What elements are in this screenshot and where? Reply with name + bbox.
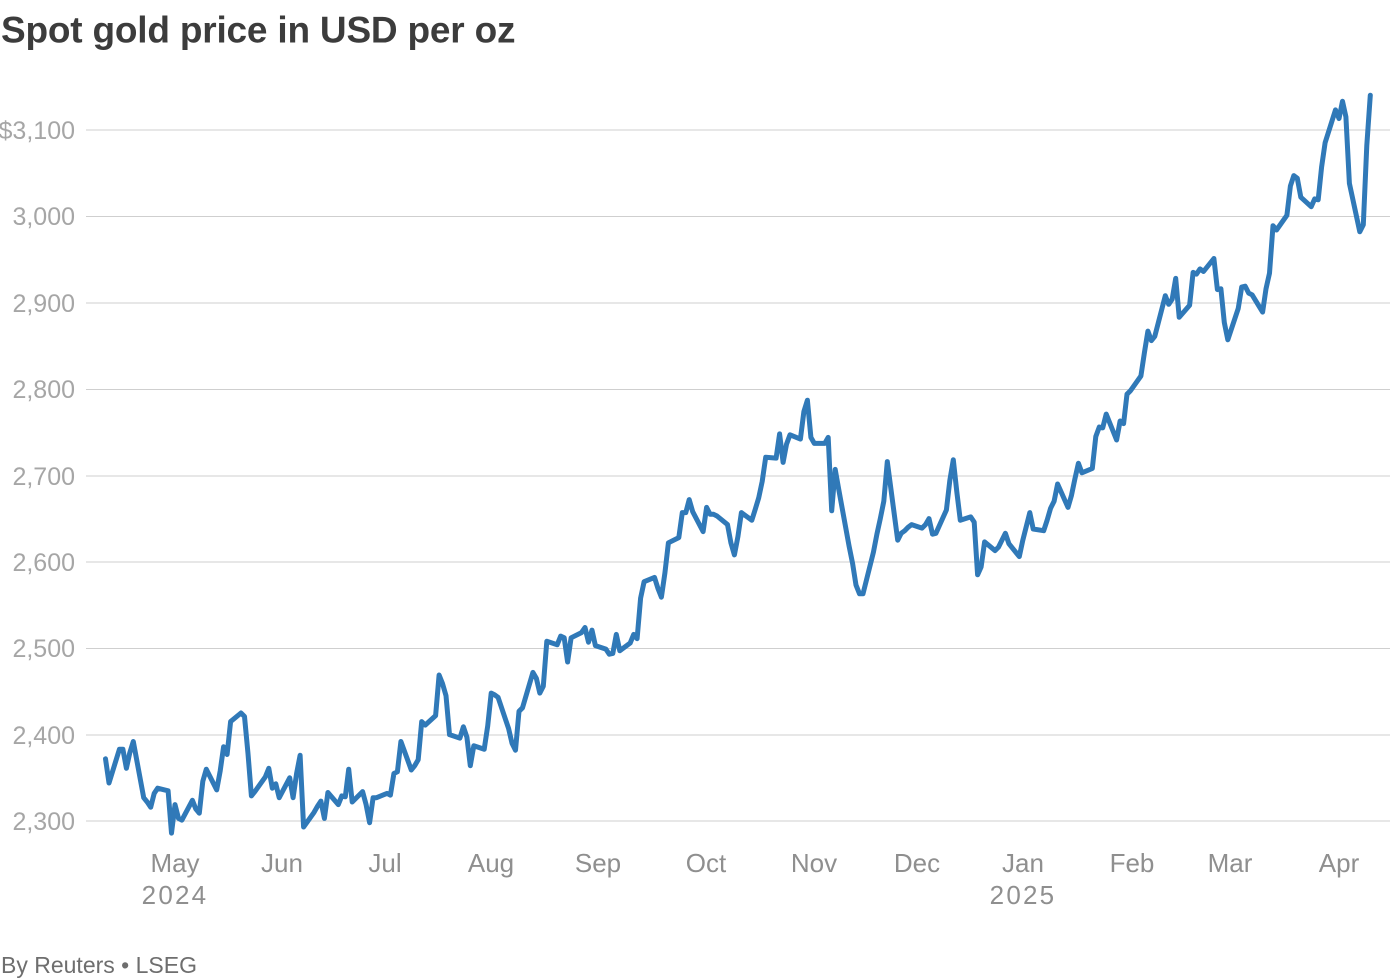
svg-text:2025: 2025 [990, 880, 1057, 910]
svg-text:May: May [150, 848, 199, 878]
svg-text:Spot gold price in USD per oz: Spot gold price in USD per oz [1, 10, 515, 51]
svg-text:2,500: 2,500 [12, 635, 75, 663]
svg-text:2,700: 2,700 [12, 463, 75, 491]
svg-text:$3,100: $3,100 [0, 117, 75, 145]
svg-text:Jul: Jul [368, 848, 401, 878]
svg-text:Aug: Aug [468, 848, 514, 878]
svg-text:Oct: Oct [686, 848, 727, 878]
svg-text:Mar: Mar [1208, 848, 1253, 878]
svg-text:2,600: 2,600 [12, 549, 75, 577]
svg-text:2,400: 2,400 [12, 722, 75, 750]
svg-text:Dec: Dec [894, 848, 940, 878]
svg-text:2024: 2024 [142, 880, 209, 910]
svg-text:Jun: Jun [261, 848, 303, 878]
svg-text:By Reuters • LSEG: By Reuters • LSEG [1, 952, 197, 978]
svg-text:Jan: Jan [1002, 848, 1044, 878]
svg-text:2,300: 2,300 [12, 808, 75, 836]
svg-text:Sep: Sep [575, 848, 621, 878]
svg-text:2,900: 2,900 [12, 290, 75, 318]
svg-text:Apr: Apr [1319, 848, 1360, 878]
svg-text:Feb: Feb [1110, 848, 1155, 878]
svg-text:3,000: 3,000 [12, 203, 75, 231]
svg-text:Nov: Nov [791, 848, 837, 878]
svg-text:2,800: 2,800 [12, 376, 75, 404]
